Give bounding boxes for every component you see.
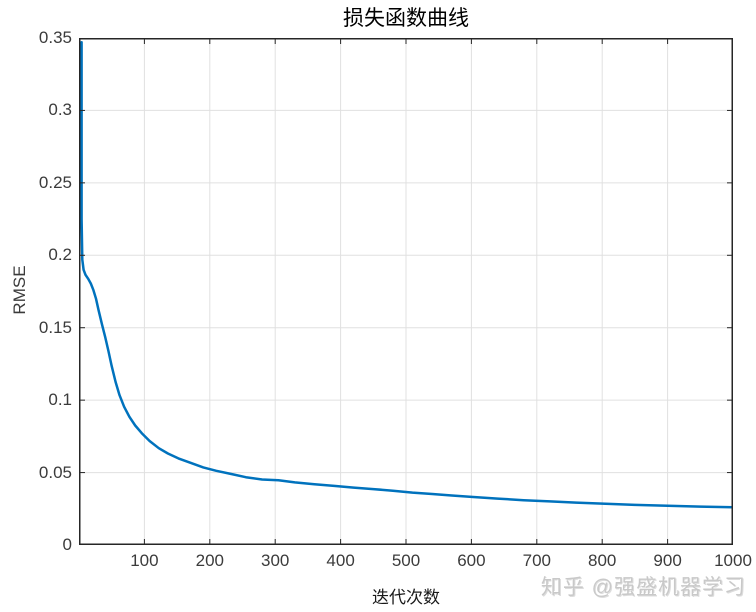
x-tick-label: 700 [522, 551, 551, 570]
y-axis-label: RMSE [10, 265, 29, 315]
x-tick-label: 300 [261, 551, 290, 570]
chart-title: 损失函数曲线 [343, 6, 469, 30]
x-axis-label: 迭代次数 [372, 588, 440, 607]
y-tick-label: 0.1 [48, 390, 72, 410]
y-tick-label: 0.25 [38, 172, 72, 192]
x-tick-label: 1000 [714, 551, 752, 570]
x-tick-label: 600 [457, 551, 486, 570]
x-tick-label: 100 [130, 551, 159, 570]
loss-curve [80, 41, 733, 509]
axis-box [79, 38, 733, 545]
y-tick-label: 0.3 [48, 100, 72, 120]
y-tick-label: 0.05 [38, 462, 72, 482]
y-tick-label: 0.15 [38, 317, 72, 337]
watermark: 知乎 @强盛机器学习 [540, 576, 746, 599]
y-tick-label: 0 [62, 535, 72, 554]
x-tick-label: 800 [588, 551, 617, 570]
y-tick-label: 0.35 [38, 28, 72, 47]
x-tick-label: 400 [326, 551, 355, 570]
x-tick-label: 900 [653, 551, 682, 570]
plot-area [79, 38, 733, 545]
x-tick-label: 200 [195, 551, 224, 570]
y-tick-label: 0.2 [48, 245, 72, 265]
x-tick-label: 500 [391, 551, 421, 570]
